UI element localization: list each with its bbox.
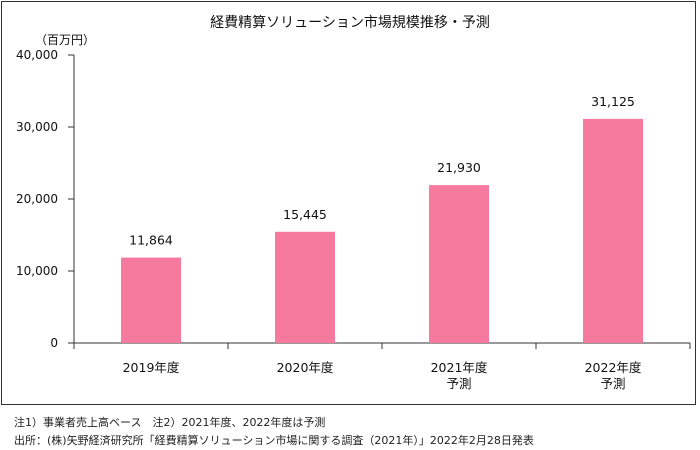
x-tick-label: 予測 [446, 376, 471, 391]
source-note: 出所：(株)矢野経済研究所「経費精算ソリューション市場に関する調査（2021年）… [14, 434, 534, 447]
y-tick-label: 20,000 [16, 192, 58, 206]
chart-frame [1, 1, 696, 405]
bar-2021年度 [429, 185, 489, 343]
y-tick-label: 10,000 [16, 264, 58, 278]
bar-2020年度 [275, 231, 335, 343]
y-tick-label: 40,000 [16, 48, 58, 62]
chart-title: 経費精算ソリューション市場規模推移・予測 [210, 14, 490, 31]
data-label: 21,930 [437, 160, 481, 175]
x-tick-label: 予測 [600, 376, 625, 391]
x-tick-label: 2020年度 [277, 360, 334, 375]
y-axis-unit: （百万円） [35, 33, 95, 47]
data-label: 31,125 [591, 94, 635, 109]
y-tick-label: 0 [50, 336, 58, 350]
y-tick-label: 30,000 [16, 120, 58, 134]
x-tick-label: 2021年度 [431, 360, 488, 375]
data-label: 11,864 [129, 233, 173, 248]
data-label: 15,445 [283, 207, 327, 222]
x-tick-label: 2019年度 [123, 360, 180, 375]
x-tick-label: 2022年度 [585, 360, 642, 375]
bar-2022年度 [583, 118, 643, 344]
footnote: 注1）事業者売上高ベース 注2）2021年度、2022年度は予測 [14, 416, 326, 429]
bar-2019年度 [121, 257, 181, 343]
